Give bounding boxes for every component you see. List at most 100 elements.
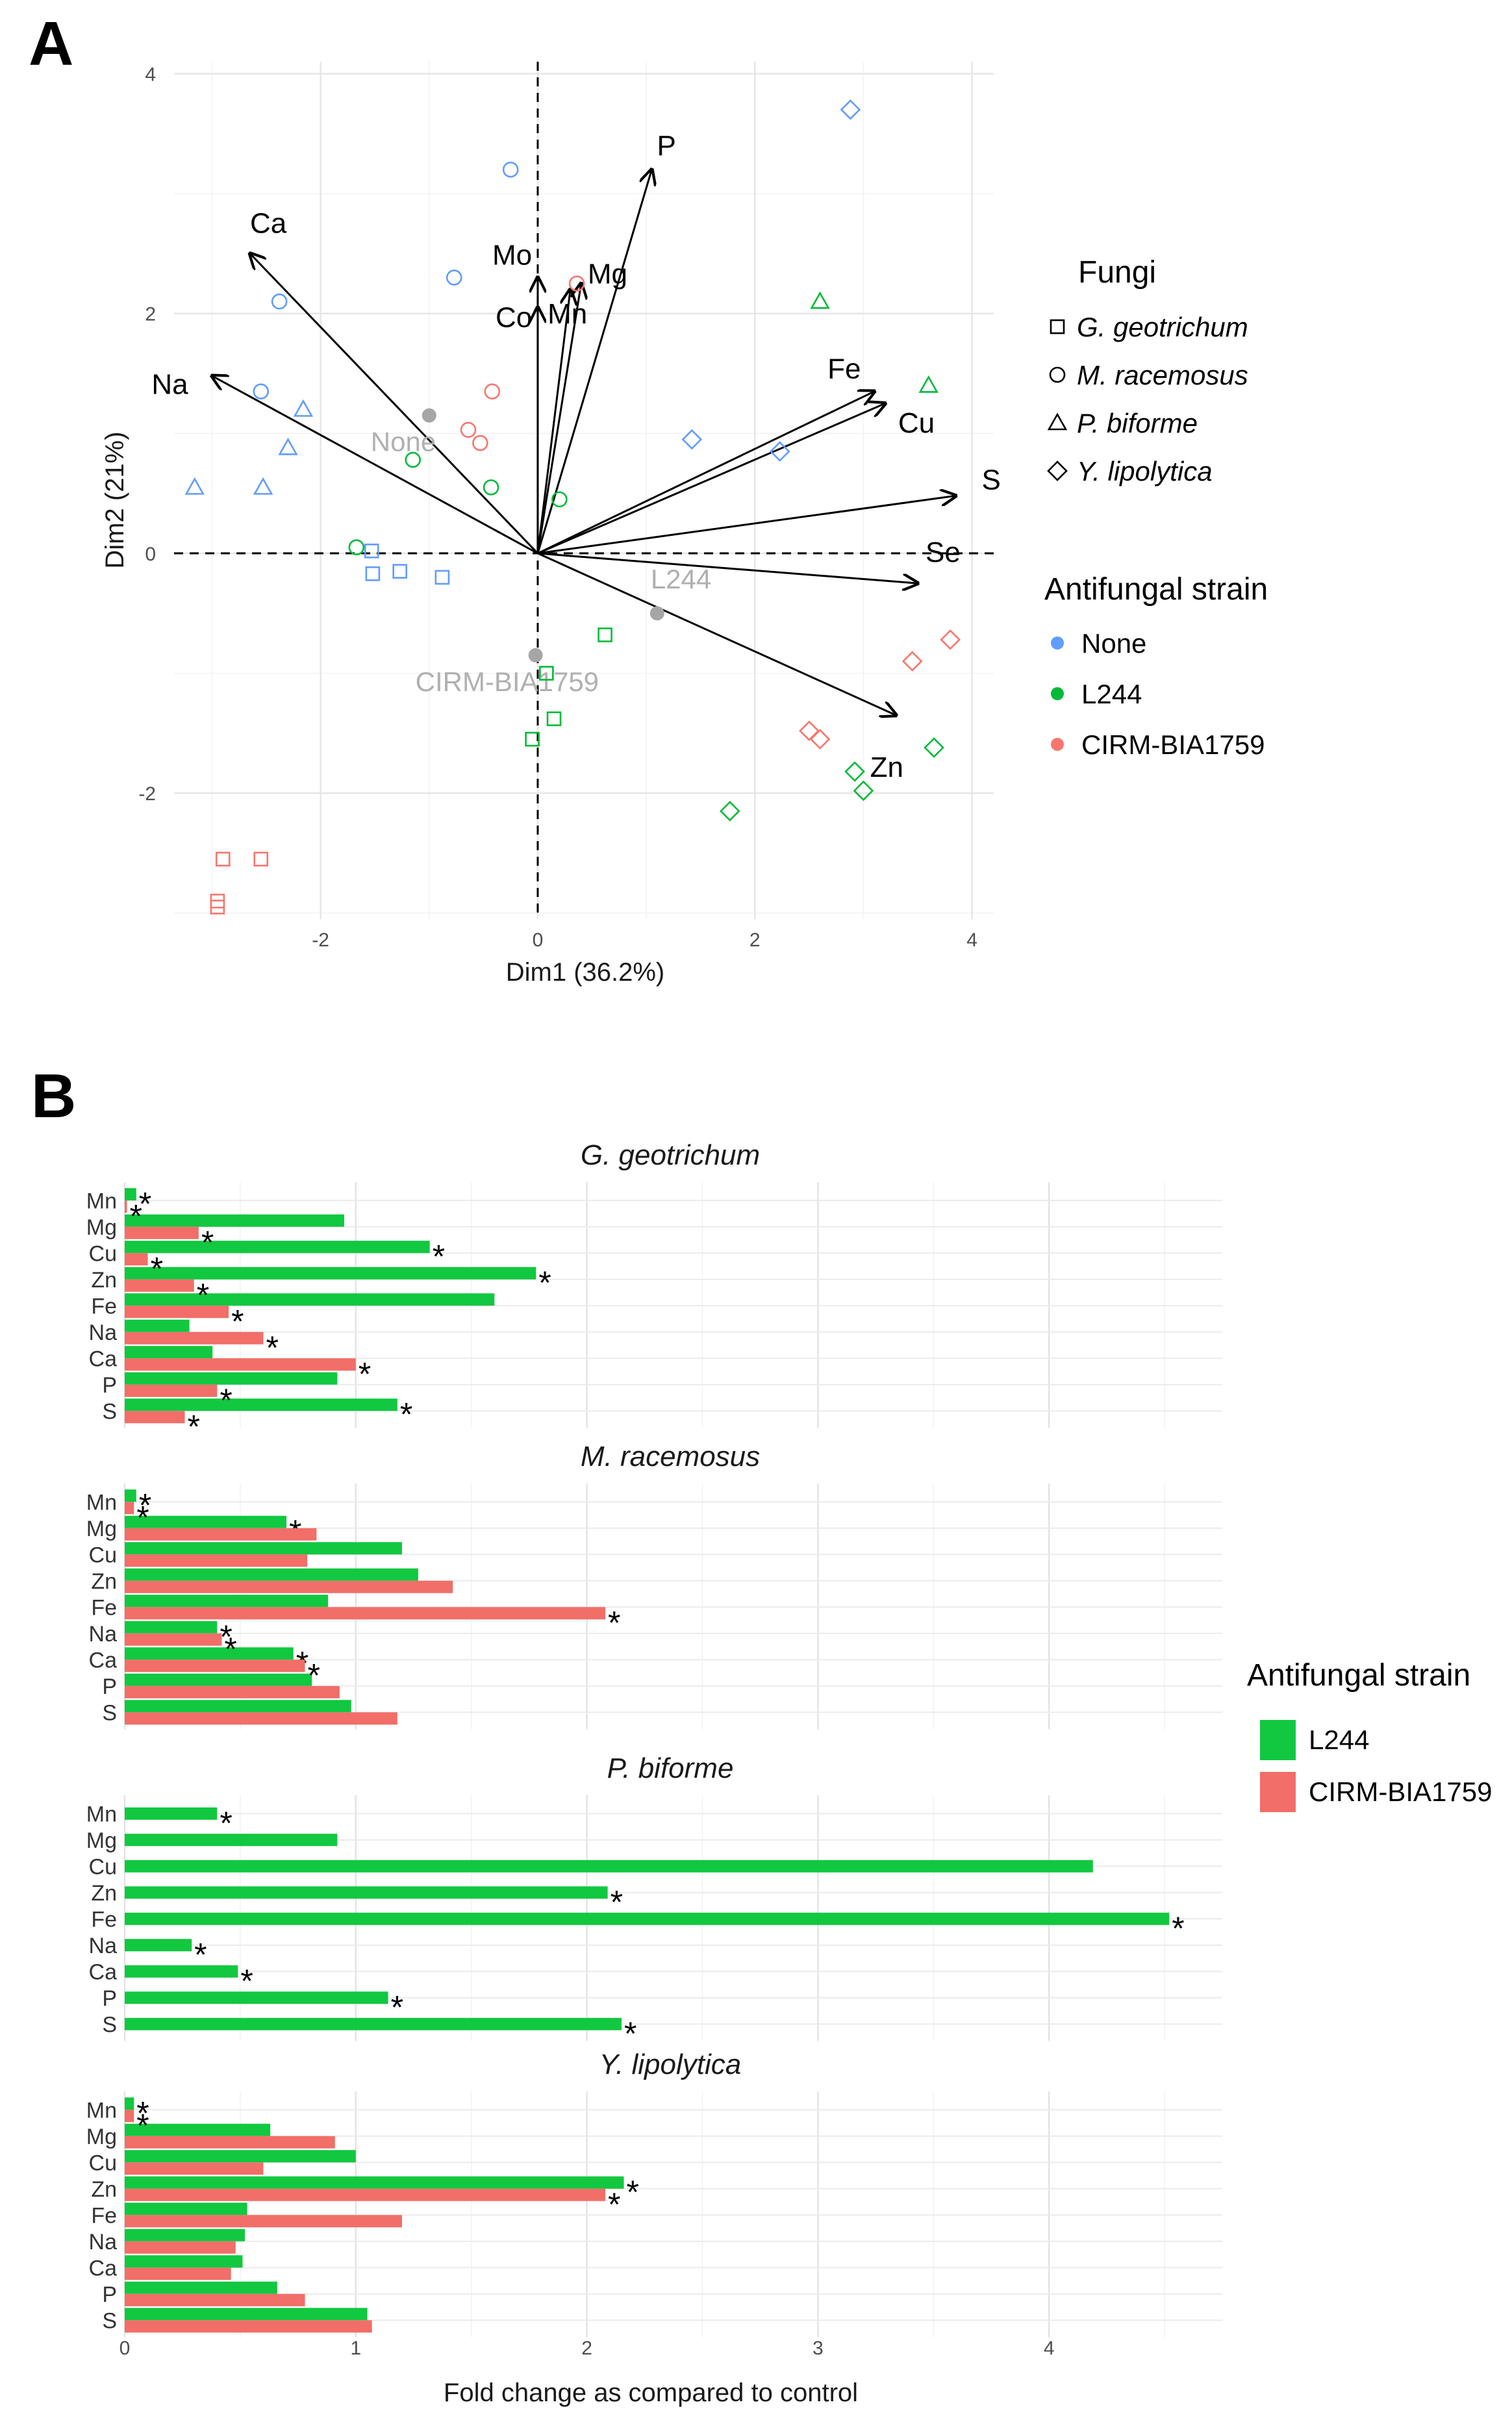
legend-fungi-label-p-biforme: P. biforme: [1077, 408, 1198, 438]
bar-g-geotrichum-l244-fe: [125, 1293, 495, 1306]
point-m-racemosus-cirm-bia1759: [472, 435, 488, 451]
y-axis-title: Dim2 (21%): [101, 431, 129, 568]
bar-g-geotrichum-l244-s: [125, 1398, 397, 1411]
bar-m-racemosus-cirm-bia1759-s: [125, 1712, 397, 1725]
bar-y-lipolytica-l244-fe: [125, 2203, 247, 2216]
x-tick-label: 3: [813, 2338, 824, 2359]
vector-label-na: Na: [151, 369, 188, 401]
legend-strain-label-cirm-bia1759: CIRM-BIA1759: [1081, 729, 1265, 760]
legend-fungi-key-m-racemosus: [1049, 366, 1066, 383]
category-label-p: P: [102, 1674, 117, 1699]
legend-key-l244: [1260, 1720, 1296, 1760]
legend-label-l244: L244: [1309, 1724, 1369, 1755]
bar-y-lipolytica-l244-zn: [125, 2176, 624, 2189]
point-p-biforme-none: [184, 477, 205, 495]
bar-y-lipolytica-cirm-bia1759-mn: [125, 2110, 134, 2123]
category-label-mn: Mn: [86, 1802, 117, 1826]
y-tick-label: 4: [145, 64, 156, 85]
x-tick-label: 1: [350, 2338, 361, 2359]
bar-y-lipolytica-cirm-bia1759-fe: [125, 2215, 402, 2228]
point-m-racemosus-none: [253, 383, 270, 399]
significance-star: *: [266, 1330, 278, 1366]
bar-p-biforme-l244-cu: [125, 1860, 1093, 1873]
category-label-s: S: [102, 2012, 117, 2037]
point-y-lipolytica-none: [769, 441, 790, 462]
point-y-lipolytica-none: [840, 99, 861, 120]
centroid-label-l244: L244: [651, 564, 711, 594]
vector-label-s: S: [981, 464, 1000, 496]
point-m-racemosus-cirm-bia1759: [484, 383, 501, 399]
point-y-lipolytica-cirm-bia1759: [901, 651, 923, 672]
legend-strain-key-cirm-bia1759: [1051, 738, 1064, 751]
category-label-ca: Ca: [89, 2256, 118, 2280]
point-p-biforme-none: [278, 437, 298, 455]
vector-ca: [250, 253, 539, 554]
category-label-mg: Mg: [86, 1517, 117, 1541]
facet-title-g-geotrichum: G. geotrichum: [581, 1139, 760, 1171]
bar-m-racemosus-l244-fe: [125, 1595, 329, 1608]
point-g-geotrichum-none: [392, 564, 407, 579]
centroid-l244: [649, 606, 664, 621]
vector-na: [212, 376, 538, 555]
bar-g-geotrichum-l244-cu: [125, 1241, 430, 1254]
significance-star: *: [136, 2107, 149, 2143]
legend-strain-label-l244: L244: [1081, 679, 1142, 709]
category-label-zn: Zn: [91, 1268, 117, 1293]
point-g-geotrichum-none: [365, 566, 381, 581]
bar-y-lipolytica-l244-ca: [125, 2255, 243, 2268]
bar-p-biforme-l244-mn: [125, 1807, 218, 1820]
bar-g-geotrichum-l244-na: [125, 1319, 190, 1332]
point-y-lipolytica-cirm-bia1759: [809, 729, 831, 750]
legend-fungi-label-g-geotrichum: G. geotrichum: [1077, 312, 1248, 342]
vector-p: [536, 170, 652, 554]
bar-m-racemosus-l244-mg: [125, 1515, 287, 1528]
significance-star: *: [136, 2095, 149, 2131]
point-g-geotrichum-l244: [546, 711, 562, 726]
category-label-na: Na: [89, 2230, 118, 2254]
bar-y-lipolytica-cirm-bia1759-cu: [125, 2162, 264, 2175]
vector-label-se: Se: [926, 537, 961, 568]
point-g-geotrichum-l244: [539, 666, 554, 681]
centroid-cirm-bia1759: [528, 648, 543, 663]
legend-fungi-label-y-lipolytica: Y. lipolytica: [1077, 456, 1213, 486]
significance-star: *: [130, 1198, 142, 1234]
point-g-geotrichum-cirm-bia1759: [253, 852, 269, 866]
category-label-zn: Zn: [91, 1569, 117, 1594]
significance-star: *: [201, 1224, 214, 1261]
point-y-lipolytica-l244: [719, 801, 740, 822]
point-m-racemosus-none: [502, 161, 519, 178]
y-tick-label: 2: [145, 304, 156, 325]
legend-strain-key-none: [1051, 637, 1064, 650]
point-m-racemosus-cirm-bia1759: [460, 422, 477, 438]
significance-star: *: [231, 1303, 244, 1339]
x-tick-label: 0: [533, 929, 544, 951]
legend-label-cirm-bia1759: CIRM-BIA1759: [1309, 1776, 1492, 1807]
significance-star: *: [220, 1382, 232, 1419]
bar-g-geotrichum-cirm-bia1759-p: [125, 1384, 218, 1397]
category-label-mg: Mg: [86, 1828, 117, 1853]
bar-y-lipolytica-cirm-bia1759-p: [125, 2293, 305, 2306]
vector-label-mg: Mg: [588, 259, 627, 290]
significance-star: *: [433, 1238, 445, 1274]
vector-label-co: Co: [496, 301, 532, 333]
point-y-lipolytica-l244: [924, 737, 944, 758]
point-m-racemosus-none: [446, 270, 462, 286]
point-m-racemosus-l244: [405, 451, 422, 468]
vector-label-mo: Mo: [492, 239, 532, 271]
bar-p-biforme-l244-fe: [125, 1912, 1170, 1925]
significance-star: *: [240, 1963, 253, 1999]
bar-y-lipolytica-l244-p: [125, 2281, 277, 2294]
category-label-ca: Ca: [89, 1648, 118, 1673]
point-g-geotrichum-l244: [598, 627, 612, 642]
point-p-biforme-l244: [918, 375, 939, 393]
legend-fungi-key-g-geotrichum: [1050, 319, 1065, 335]
significance-star: *: [538, 1265, 551, 1301]
bar-m-racemosus-l244-cu: [125, 1542, 402, 1555]
bar-m-racemosus-cirm-bia1759-na: [125, 1633, 222, 1646]
significance-star: *: [608, 1604, 620, 1641]
category-label-cu: Cu: [89, 1241, 117, 1266]
bar-g-geotrichum-l244-ca: [125, 1346, 213, 1359]
bar-g-geotrichum-l244-mg: [125, 1214, 344, 1227]
significance-star: *: [624, 2015, 636, 2052]
bar-m-racemosus-l244-p: [125, 1673, 312, 1686]
